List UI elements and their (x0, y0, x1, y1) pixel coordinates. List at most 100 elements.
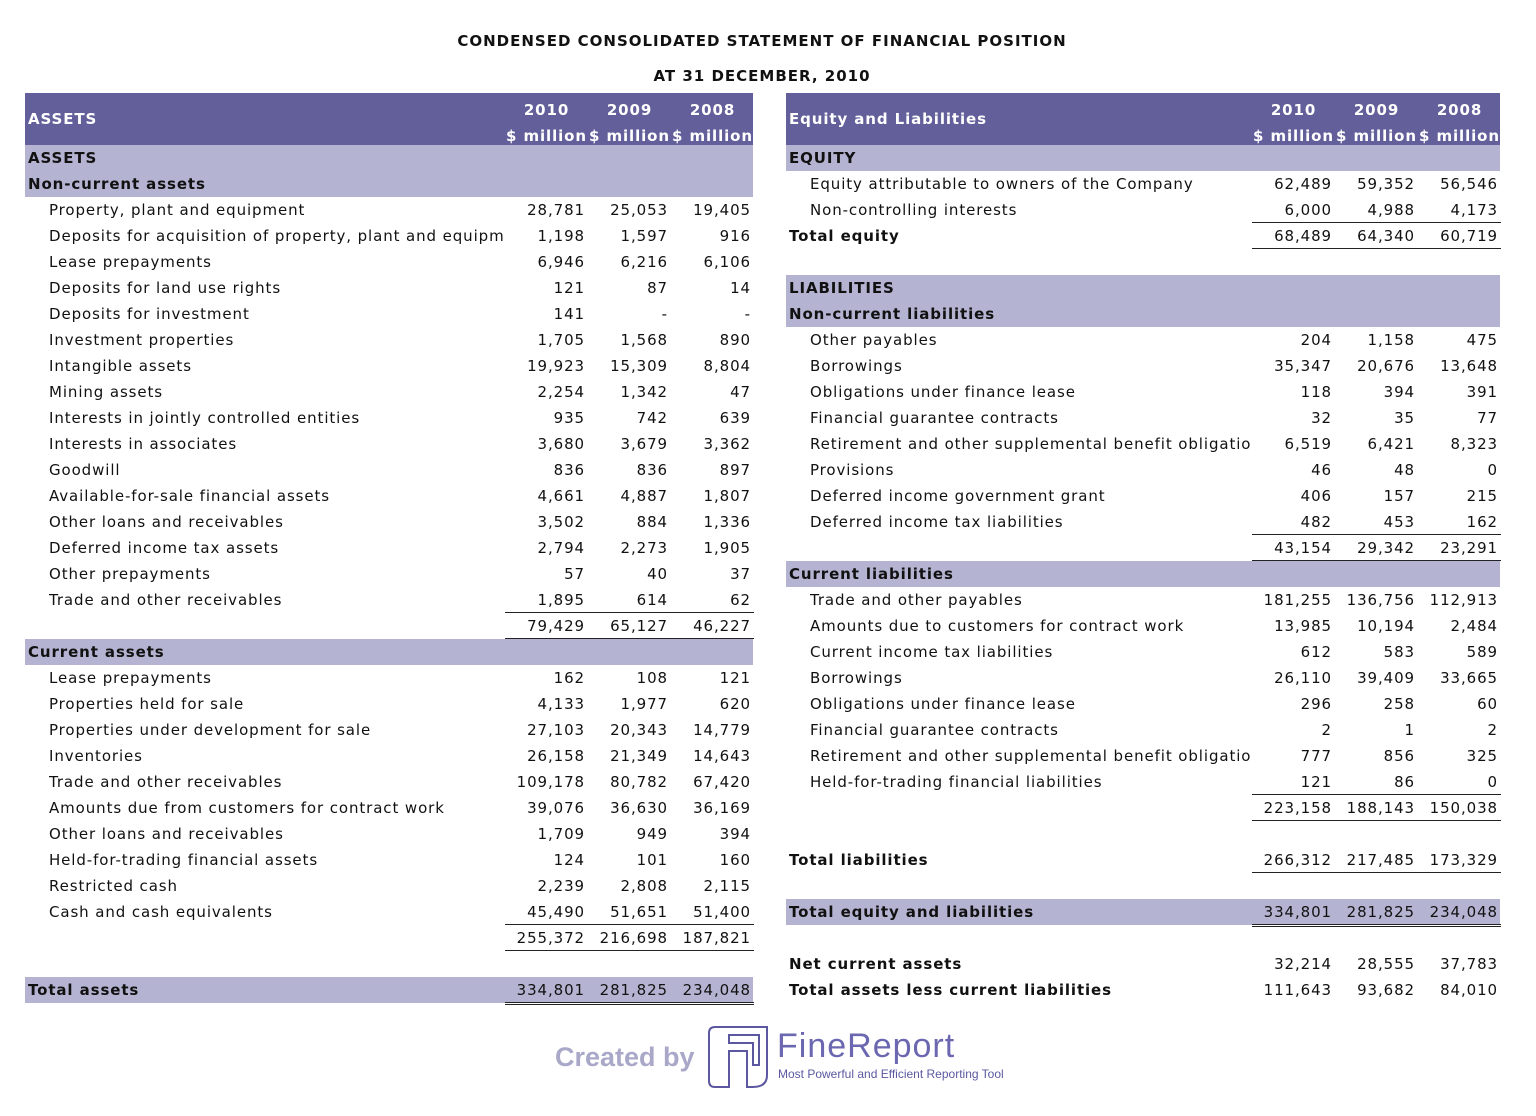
table-row: Retirement and other supplemental benefi… (786, 743, 1500, 769)
row-label: Property, plant and equipment (49, 201, 306, 219)
row-label: Retirement and other supplemental benefi… (810, 747, 1250, 765)
value-cell: 157 (1383, 487, 1415, 505)
brand-tagline: Most Powerful and Efficient Reporting To… (778, 1067, 1004, 1081)
value-cell: 60 (1477, 695, 1498, 713)
table-row: Other loans and receivables 1,709 949 394 (25, 821, 753, 847)
unit-label: $ million (1336, 127, 1417, 145)
value-cell: 32 (1311, 409, 1332, 427)
row-label: Deferred income government grant (810, 487, 1106, 505)
table-row: Financial guarantee contracts 32 35 77 (786, 405, 1500, 431)
table-row: 79,429 65,127 46,227 (25, 613, 754, 639)
table-row: 255,372 216,698 187,821 (25, 925, 754, 951)
value-cell: 0 (1418, 769, 1501, 795)
value-cell: 21,349 (610, 747, 668, 765)
table-row: Cash and cash equivalents 45,490 51,651 51,… (25, 899, 754, 925)
value-cell: 6,000 (1252, 197, 1335, 223)
unit-label: $ million (1419, 127, 1500, 145)
value-cell: 121 (1252, 769, 1335, 795)
value-cell: 8,804 (703, 357, 751, 375)
value-cell: 334,801 (1252, 899, 1335, 927)
table-row: Properties held for sale 4,133 1,977 620 (25, 691, 753, 717)
value-cell: 33,665 (1440, 669, 1498, 687)
value-cell: 26,110 (1274, 669, 1332, 687)
row-label: LIABILITIES (789, 279, 895, 297)
value-cell: 334,801 (505, 977, 588, 1005)
value-cell: 14,643 (693, 747, 751, 765)
value-cell: 20,676 (1357, 357, 1415, 375)
table-row: Intangible assets 19,923 15,309 8,804 (25, 353, 753, 379)
value-cell: 39,409 (1357, 669, 1415, 687)
row-label: Mining assets (49, 383, 164, 401)
row-label: Non-controlling interests (810, 201, 1018, 219)
year-column-header: 2008 $ million (671, 97, 754, 149)
row-label: Non-current assets (28, 175, 206, 193)
section-row: ASSETS (25, 145, 753, 171)
value-cell: 62 (671, 587, 754, 613)
row-label: ASSETS (28, 149, 98, 167)
value-cell: 48 (1394, 461, 1415, 479)
value-cell: 2,273 (620, 539, 668, 557)
value-cell: 26,158 (527, 747, 585, 765)
value-cell: 890 (719, 331, 751, 349)
value-cell: 62,489 (1274, 175, 1332, 193)
row-label: Other prepayments (49, 565, 211, 583)
table-row: Lease prepayments 162 108 121 (25, 665, 753, 691)
section-row: LIABILITIES (786, 275, 1500, 301)
value-cell: 188,143 (1335, 795, 1418, 821)
value-cell: 47 (730, 383, 751, 401)
value-cell: 935 (553, 409, 585, 427)
table-row: 223,158 188,143 150,038 (786, 795, 1501, 821)
created-by-text: Created by (555, 1042, 695, 1072)
value-cell: 108 (636, 669, 668, 687)
table-row: Total equity and liabilities 334,801 281,8… (786, 899, 1501, 927)
value-cell: 856 (1383, 747, 1415, 765)
row-label: Total equity and liabilities (789, 903, 1035, 921)
row-label: Interests in jointly controlled entities (49, 409, 361, 427)
value-cell: 1 (1404, 721, 1415, 739)
value-cell: 255,372 (505, 925, 588, 951)
value-cell: 160 (719, 851, 751, 869)
table-row: Borrowings 26,110 39,409 33,665 (786, 665, 1500, 691)
year-label: 2008 (689, 101, 736, 119)
table-row: Interests in associates 3,680 3,679 3,362 (25, 431, 753, 457)
table-row: Inventories 26,158 21,349 14,643 (25, 743, 753, 769)
row-label: Financial guarantee contracts (810, 721, 1059, 739)
row-label: Borrowings (810, 669, 903, 687)
row-label: Deposits for investment (49, 305, 250, 323)
value-cell: 223,158 (1252, 795, 1335, 821)
value-cell: 4,661 (537, 487, 585, 505)
year-column-header: 2010 $ million (505, 97, 588, 149)
row-label: Net current assets (789, 955, 963, 973)
value-cell: 1,198 (537, 227, 585, 245)
value-cell: 777 (1300, 747, 1332, 765)
row-label: Total liabilities (789, 851, 929, 869)
value-cell: 162 (553, 669, 585, 687)
value-cell: 1,568 (620, 331, 668, 349)
table-row: Current income tax liabilities 612 583 589 (786, 639, 1500, 665)
value-cell: 742 (636, 409, 668, 427)
value-cell: 1,158 (1367, 331, 1415, 349)
section-row: Current liabilities (786, 561, 1500, 587)
value-cell: 14,779 (693, 721, 751, 739)
value-cell: 394 (719, 825, 751, 843)
value-cell: 234,048 (1418, 899, 1501, 927)
value-cell: 6,216 (620, 253, 668, 271)
table-row: Lease prepayments 6,946 6,216 6,106 (25, 249, 753, 275)
table-row: Total assets less current liabilities 111… (786, 977, 1500, 1003)
row-label: Restricted cash (49, 877, 178, 895)
table-row: Mining assets 2,254 1,342 47 (25, 379, 753, 405)
value-cell: 949 (636, 825, 668, 843)
section-row: Current assets (25, 639, 753, 665)
table-row: Borrowings 35,347 20,676 13,648 (786, 353, 1500, 379)
row-label: Other loans and receivables (49, 825, 284, 843)
table-row: Equity attributable to owners of the Com… (786, 171, 1500, 197)
value-cell: 46 (1311, 461, 1332, 479)
table-row: Trade and other payables 181,255 136,756 11… (786, 587, 1500, 613)
row-label: Other payables (810, 331, 938, 349)
row-label: Other loans and receivables (49, 513, 284, 531)
row-label: Lease prepayments (49, 669, 212, 687)
table-row: 43,154 29,342 23,291 (786, 535, 1501, 561)
value-cell: 1,895 (505, 587, 588, 613)
row-label: Financial guarantee contracts (810, 409, 1059, 427)
value-cell: 28,555 (1357, 955, 1415, 973)
